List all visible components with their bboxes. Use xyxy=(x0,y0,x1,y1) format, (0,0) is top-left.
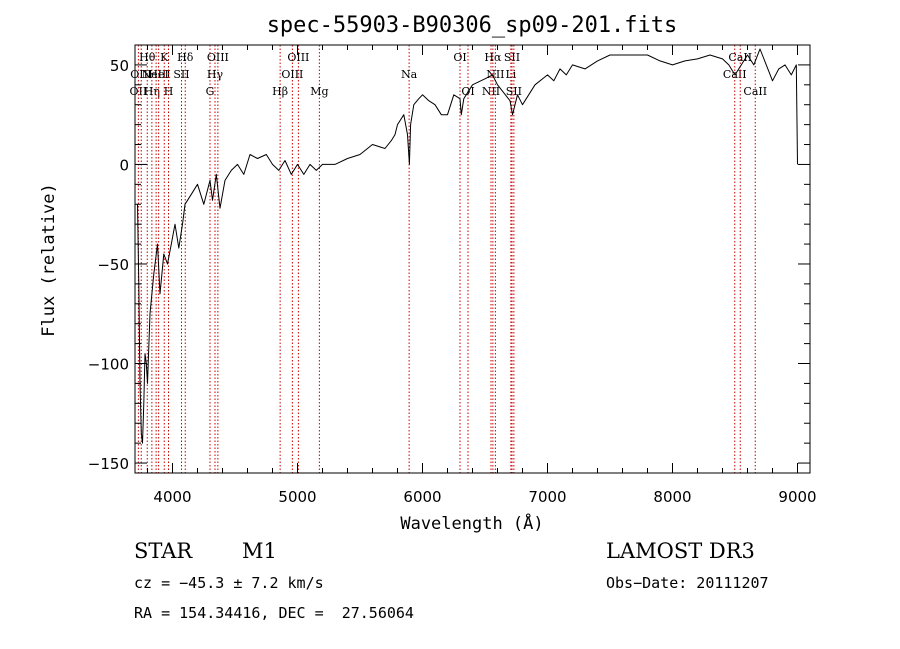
redshift-velocity: cz = −45.3 ± 7.2 km/s xyxy=(134,574,324,592)
line-marker-label-5: HeI xyxy=(148,68,168,81)
axes: 4000 5000 6000 7000 8000 9000 −150 −100 −50 0 50 xyxy=(88,44,817,506)
chart-title: spec-55903-B90306_sp09-201.fits xyxy=(267,13,678,38)
observation-date: Obs−Date: 20111207 xyxy=(606,574,769,592)
x-tick-label-4: 8000 xyxy=(653,488,691,506)
line-marker-label-25: SII xyxy=(506,85,522,98)
object-class: STAR xyxy=(134,539,193,563)
line-marker-label-3: Hη xyxy=(144,85,160,98)
line-marker-label-20: NII xyxy=(482,85,500,98)
y-tick-label-4: 50 xyxy=(110,57,129,75)
line-marker-label-4: NeIII xyxy=(142,68,171,81)
line-marker-label-16: Mg xyxy=(310,85,328,98)
line-marker-label-8: SII xyxy=(173,68,189,81)
line-marker-label-12: OIII xyxy=(207,51,229,64)
plot-frame xyxy=(134,44,811,474)
line-marker-label-28: CaII xyxy=(743,85,767,98)
line-marker-label-14: OIII xyxy=(281,68,303,81)
line-marker-label-2: Hθ xyxy=(139,51,156,64)
line-marker-label-23: Li xyxy=(505,68,516,81)
y-axis-label: Flux (relative) xyxy=(39,183,59,337)
coordinates: RA = 154.34416, DEC = 27.56064 xyxy=(134,604,414,622)
y-tick-label-1: −100 xyxy=(88,356,129,374)
y-tick-label-3: 0 xyxy=(119,156,129,174)
survey-name: LAMOST DR3 xyxy=(606,539,755,563)
spectrum-series xyxy=(137,48,798,444)
line-marker-label-9: Hδ xyxy=(177,51,194,64)
x-tick-label-0: 4000 xyxy=(153,488,191,506)
line-marker-label-6: K xyxy=(160,51,169,64)
x-tick-label-3: 7000 xyxy=(528,488,566,506)
line-marker-label-0: OII xyxy=(130,85,148,98)
line-marker-label-17: Na xyxy=(401,68,418,81)
line-marker-label-10: G xyxy=(206,85,215,98)
x-axis-label: Wavelength (Å) xyxy=(400,512,543,534)
x-tick-label-5: 9000 xyxy=(778,488,816,506)
object-subclass: M1 xyxy=(242,539,277,563)
line-marker-label-27: CaII xyxy=(728,51,752,64)
line-marker-label-24: SII xyxy=(504,51,520,64)
x-tick-label-2: 6000 xyxy=(403,488,441,506)
spectrum-line-0 xyxy=(137,48,798,444)
line-marker-label-13: Hβ xyxy=(272,85,288,98)
line-marker-label-18: OI xyxy=(453,51,466,64)
line-marker-label-21: Hα xyxy=(484,51,502,64)
line-marker-label-11: Hγ xyxy=(207,68,224,81)
x-tick-label-1: 5000 xyxy=(278,488,316,506)
line-marker-label-22: NII xyxy=(486,68,504,81)
y-tick-label-2: −50 xyxy=(97,256,129,274)
line-marker-label-7: H xyxy=(164,85,174,98)
y-tick-label-0: −150 xyxy=(88,455,129,473)
line-marker-label-15: OIII xyxy=(287,51,309,64)
